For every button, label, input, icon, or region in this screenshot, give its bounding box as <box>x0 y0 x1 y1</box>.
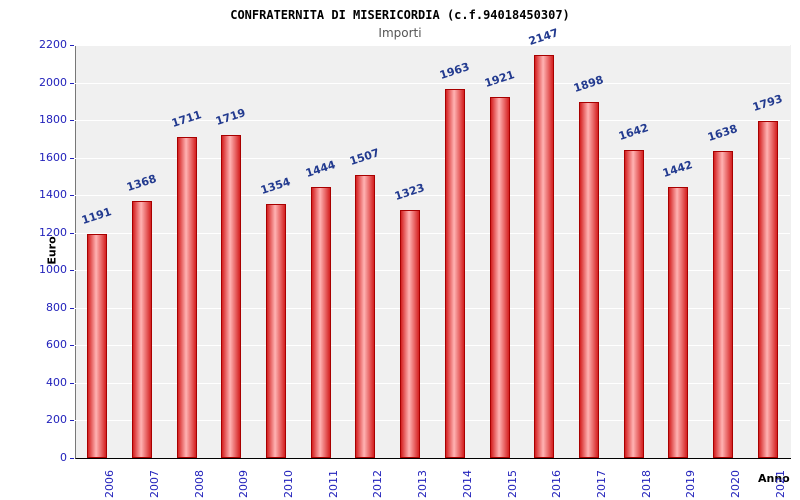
y-tick-mark <box>70 232 74 234</box>
chart-subtitle: Importi <box>378 26 422 40</box>
bar <box>176 136 197 458</box>
x-tick-label: 2011 <box>326 470 340 498</box>
y-tick-label: 1200 <box>39 225 67 239</box>
y-tick-mark <box>70 82 74 84</box>
bar <box>623 149 644 458</box>
y-tick-label: 600 <box>46 338 67 352</box>
y-tick-label: 2200 <box>39 38 67 51</box>
bar <box>712 150 733 458</box>
y-tick-mark <box>70 307 74 309</box>
y-tick-mark <box>70 420 74 422</box>
x-tick-label: 2015 <box>505 470 519 498</box>
y-tick-label: 400 <box>46 375 67 389</box>
y-tick-mark <box>70 120 74 122</box>
gridline <box>75 82 790 84</box>
x-tick-label: 2007 <box>148 470 162 498</box>
y-tick-label: 0 <box>60 451 67 464</box>
x-tick-label: 2019 <box>684 470 698 498</box>
x-axis-title: Anno <box>758 472 790 485</box>
gridline <box>75 345 790 347</box>
bar <box>266 203 287 458</box>
x-tick-label: 2020 <box>728 470 742 498</box>
chart-title: CONFRATERNITA DI MISERICORDIA (c.f.94018… <box>230 8 570 22</box>
bar <box>87 234 108 458</box>
y-tick-mark <box>70 458 74 459</box>
gridline <box>75 195 790 197</box>
x-tick-label: 2017 <box>594 470 608 498</box>
x-tick-label: 2014 <box>460 470 474 498</box>
gridline <box>75 157 790 159</box>
y-tick-mark <box>70 345 74 347</box>
y-tick-label: 1000 <box>39 263 67 277</box>
y-tick-label: 200 <box>46 413 67 427</box>
y-tick-label: 1800 <box>39 113 67 127</box>
gridline <box>75 232 790 234</box>
x-tick-label: 2021 <box>773 470 787 498</box>
gridline <box>75 120 790 122</box>
x-tick-label: 2018 <box>639 470 653 498</box>
bar <box>355 175 376 458</box>
bar <box>132 201 153 458</box>
y-tick-label: 1400 <box>39 188 67 202</box>
x-tick-label: 2013 <box>416 470 430 498</box>
y-axis-title: Euro <box>45 235 59 265</box>
bar <box>578 101 599 458</box>
bar <box>489 97 510 458</box>
gridline <box>75 270 790 272</box>
y-tick-mark <box>70 382 74 384</box>
y-tick-label: 800 <box>46 300 67 314</box>
bar <box>668 187 689 458</box>
bar <box>757 121 778 458</box>
bar <box>534 54 555 458</box>
x-tick-label: 2008 <box>192 470 206 498</box>
bar <box>310 186 331 458</box>
x-tick-label: 2009 <box>237 470 251 498</box>
y-tick-mark <box>70 45 74 46</box>
y-tick-mark <box>70 270 74 272</box>
x-tick-label: 2010 <box>282 470 296 498</box>
x-tick-label: 2016 <box>550 470 564 498</box>
bar <box>444 89 465 458</box>
bar <box>400 209 421 458</box>
gridline <box>75 382 790 384</box>
x-tick-label: 2006 <box>103 470 117 498</box>
bar <box>221 135 242 458</box>
gridline <box>75 45 790 46</box>
x-tick-label: 2012 <box>371 470 385 498</box>
y-tick-mark <box>70 157 74 159</box>
gridline <box>75 420 790 422</box>
y-tick-label: 1600 <box>39 150 67 164</box>
y-tick-mark <box>70 195 74 197</box>
gridline <box>75 307 790 309</box>
y-tick-label: 2000 <box>39 75 67 89</box>
